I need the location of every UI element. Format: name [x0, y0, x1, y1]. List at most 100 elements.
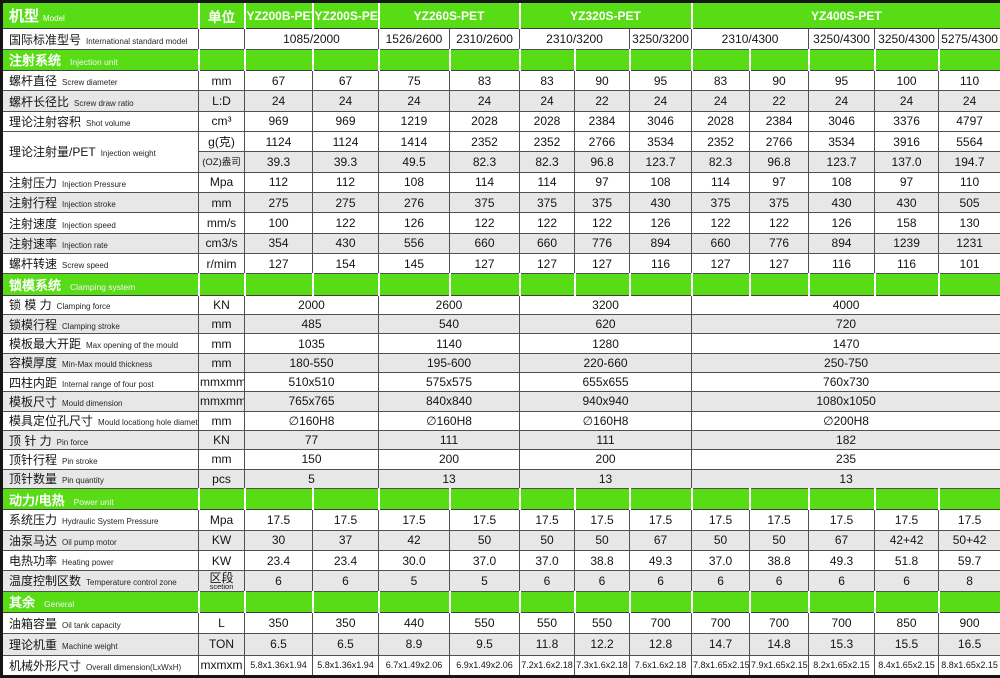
spec-row: 容模厚度 Min-Max mould thickness mm 180-550 195-… [1, 352, 1000, 373]
section-spacer [937, 273, 1000, 296]
value-cell: 3534 [808, 131, 876, 153]
row-label-zh: 电热功率 [9, 554, 58, 569]
value-cell: 137.0 [874, 151, 940, 173]
value-cell: 127 [448, 253, 521, 275]
value-cell: 50 [574, 529, 631, 551]
spec-row: 螺杆直径 Screw diameter mm 67 67 75 83 83 90 95 83 90 95… [1, 70, 1000, 92]
model-column-header: YZ200S-PET [311, 0, 380, 30]
value-cell: 17.5 [312, 509, 379, 531]
spec-row: 锁 模 力 Clamping force KN 2000 2600 3200 4000 [1, 294, 1000, 316]
unit-cell: pcs [198, 468, 245, 489]
section-title-en: General [44, 599, 75, 610]
section-spacer [748, 48, 810, 72]
value-cell: 220-660 [519, 352, 693, 373]
unit-cell: mm [198, 449, 245, 470]
unit-text: mm [211, 336, 232, 351]
section-spacer [573, 48, 631, 72]
value-cell: 350 [312, 611, 379, 635]
value-cell: 1414 [378, 131, 450, 153]
value-cell: ∅160H8 [519, 410, 693, 431]
section-spacer [807, 48, 876, 72]
value-cell: 700 [691, 611, 751, 635]
intl-model-number: 5275/4300 [938, 28, 1000, 50]
section-spacer [937, 590, 1000, 613]
model-column-header: YZ400S-PET [690, 0, 1000, 30]
value-cell: 95 [808, 70, 876, 92]
value-cell: 430 [629, 192, 693, 214]
value-cell: 24 [378, 90, 450, 112]
spec-row: 理论机重 Machine weight TON 6.5 6.5 8.9 9.5 11.8 12.… [1, 633, 1000, 656]
value-cell: 15.3 [808, 633, 876, 656]
value-cell: 14.7 [691, 633, 751, 656]
model-header-zh: 机型 [9, 8, 40, 26]
value-cell: 3916 [874, 131, 940, 153]
value-cell: 2028 [691, 110, 751, 133]
intl-model-number: 1085/2000 [244, 28, 379, 50]
section-row-general: 其余 General [0, 590, 1000, 613]
value-cell: 14.8 [749, 633, 810, 656]
value-cell: 6 [519, 570, 576, 592]
value-cell: 110 [938, 171, 1000, 194]
value-cell: 127 [574, 253, 631, 275]
value-cell: 24 [312, 90, 379, 112]
value-cell: 83 [691, 70, 751, 92]
intl-model-number: 3250/3200 [629, 28, 693, 50]
value-cell: ∅160H8 [244, 410, 379, 431]
value-cell: 22 [749, 90, 810, 112]
value-cell: 82.3 [448, 151, 521, 173]
value-cell: 17.5 [244, 509, 313, 531]
unit-cell: cm³ [198, 110, 245, 133]
value-cell: 8.8x1.65x2.15 [938, 654, 1000, 678]
row-label-en: Max opening of the mould [86, 341, 179, 351]
value-cell: 24 [519, 90, 576, 112]
section-spacer [628, 273, 693, 296]
section-header-injection-unit: 注射系统 Injection unit [0, 48, 200, 72]
intl-label-zh: 国际标准型号 [9, 32, 82, 47]
value-cell: 894 [808, 232, 876, 255]
section-header-general: 其余 General [0, 590, 200, 613]
row-label-zh: 理论注射容积 [9, 114, 82, 129]
value-cell: 130 [938, 212, 1000, 234]
row-label-en: Injection stroke [62, 200, 116, 210]
row-label-en: Injection speed [62, 220, 116, 230]
spec-row: 顶 针 力 Pin force KN 77 111 111 182 [1, 429, 1000, 451]
value-cell: 67 [629, 529, 693, 551]
spec-row: 注射速率 Injection rate cm3/s 354 430 556 660 660 77… [1, 232, 1000, 255]
row-label: 顶针行程 Pin stroke [1, 449, 199, 470]
section-title-zh: 动力/电热 [9, 492, 65, 508]
section-spacer [748, 487, 810, 511]
row-label-zh: 理论注射量/PET [9, 145, 96, 160]
value-cell: 200 [519, 449, 693, 470]
value-cell: 430 [312, 232, 379, 255]
unit-text: Mpa [209, 175, 234, 190]
value-cell: 38.8 [749, 549, 810, 572]
unit-text: pcs [212, 471, 231, 486]
value-cell: 77 [244, 429, 379, 451]
value-cell: 114 [519, 171, 576, 194]
section-spacer [690, 48, 751, 72]
value-cell: 17.5 [378, 509, 450, 531]
value-cell: 114 [448, 171, 521, 194]
value-cell: 122 [448, 212, 521, 234]
row-label-en: Screw draw ratio [74, 98, 134, 108]
row-label-zh: 锁 模 力 [9, 298, 52, 313]
section-spacer [748, 273, 810, 296]
value-cell: 50 [691, 529, 751, 551]
value-cell: 13 [519, 468, 693, 489]
unit-cell: KW [198, 529, 245, 551]
value-cell: 116 [629, 253, 693, 275]
value-cell: 5 [244, 468, 379, 489]
value-cell: 12.8 [629, 633, 693, 656]
value-cell: 122 [519, 212, 576, 234]
row-label-zh: 顶针数量 [9, 472, 58, 487]
row-label-en: Hydraulic System Pressure [62, 517, 159, 527]
spec-row: 锁模行程 Clamping stroke mm 485 540 620 720 [1, 314, 1000, 335]
value-cell: 17.5 [448, 509, 521, 531]
spec-row: 四柱内距 Internal range of four post mmxmm 510x… [1, 371, 1000, 393]
value-cell: 430 [874, 192, 940, 214]
row-label: 注射速率 Injection rate [1, 232, 199, 255]
unit-cell: mm [198, 333, 245, 354]
value-cell: 95 [629, 70, 693, 92]
value-cell: 850 [874, 611, 940, 635]
value-cell: 37.0 [691, 549, 751, 572]
